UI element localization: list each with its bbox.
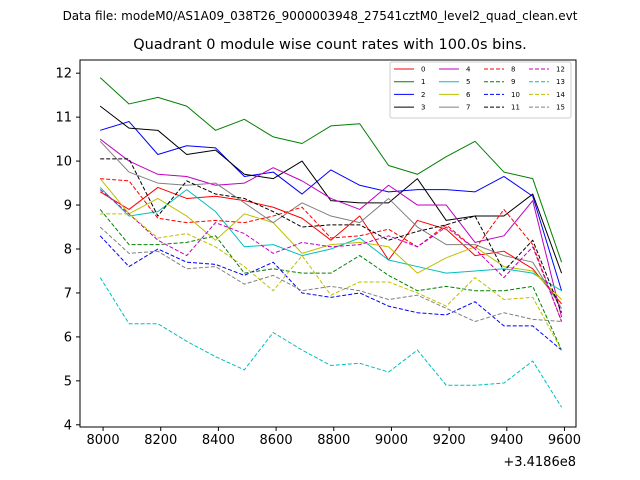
- series-line-8: [100, 178, 563, 322]
- series-line-12: [99, 189, 563, 322]
- series-line-7: [99, 140, 563, 309]
- series-line-13: [99, 277, 563, 408]
- legend-label-1: 1: [421, 78, 425, 86]
- y-tick-label-8: 8: [64, 242, 72, 257]
- x-tick-label-8800: 8800: [317, 433, 350, 448]
- x-tick-label-9400: 9400: [490, 433, 523, 448]
- series-line-2: [100, 121, 563, 291]
- x-offset-label: +3.4186e8: [503, 455, 576, 470]
- legend-label-7: 7: [466, 104, 470, 112]
- legend-label-8: 8: [511, 66, 515, 74]
- x-tick-label-9600: 9600: [548, 433, 581, 448]
- legend-label-11: 11: [511, 104, 520, 112]
- series-line-3: [99, 105, 563, 274]
- series-line-9: [99, 209, 563, 351]
- series-line-15: [99, 226, 562, 323]
- series-line-0: [99, 186, 562, 305]
- series-line-14: [100, 213, 563, 351]
- legend-label-6: 6: [466, 91, 471, 99]
- y-tick-label-4: 4: [64, 418, 72, 433]
- x-tick-label-8200: 8200: [144, 433, 177, 448]
- legend-label-13: 13: [556, 78, 565, 86]
- y-tick-label-9: 9: [64, 199, 72, 214]
- series-line-5: [99, 187, 562, 292]
- y-tick-label-7: 7: [64, 286, 72, 301]
- legend-label-0: 0: [421, 66, 425, 74]
- plot-background: [80, 60, 576, 427]
- legend-label-3: 3: [421, 104, 425, 112]
- legend-label-10: 10: [511, 91, 520, 99]
- y-tick-label-10: 10: [55, 155, 72, 170]
- legend-label-14: 14: [556, 91, 565, 99]
- y-tick-label-12: 12: [55, 67, 72, 82]
- series-line-11: [100, 158, 563, 313]
- legend-label-9: 9: [511, 78, 515, 86]
- chart-title: Quadrant 0 module wise count rates with …: [133, 37, 527, 53]
- x-tick-label-9200: 9200: [433, 433, 466, 448]
- legend-box: [389, 61, 572, 119]
- legend-label-12: 12: [556, 66, 565, 74]
- series-line-4: [99, 138, 563, 318]
- axes-frame: [79, 59, 577, 428]
- y-tick-label-6: 6: [64, 330, 72, 345]
- x-tick-label-9000: 9000: [375, 433, 408, 448]
- x-tick-label-8600: 8600: [260, 433, 293, 448]
- axes: 8000 8200 8400 8600 8800 9000 9200 9400 9600 +3.4…: [55, 59, 581, 470]
- chart-suptitle: Data file: modeM0/AS1A09_038T26_90000039…: [63, 9, 578, 23]
- y-tick-label-5: 5: [64, 374, 72, 389]
- legend-label-5: 5: [466, 78, 470, 86]
- legend-label-15: 15: [556, 104, 565, 112]
- x-tick-label-8400: 8400: [202, 433, 235, 448]
- series-line-1: [99, 77, 563, 263]
- legend-label-2: 2: [421, 91, 425, 99]
- series-group: [99, 77, 563, 408]
- series-line-6: [99, 178, 562, 300]
- series-line-10: [99, 235, 562, 351]
- legend-label-4: 4: [466, 66, 471, 74]
- y-tick-label-11: 11: [55, 111, 72, 126]
- x-tick-label-8000: 8000: [87, 433, 120, 448]
- plot-area: [80, 60, 576, 427]
